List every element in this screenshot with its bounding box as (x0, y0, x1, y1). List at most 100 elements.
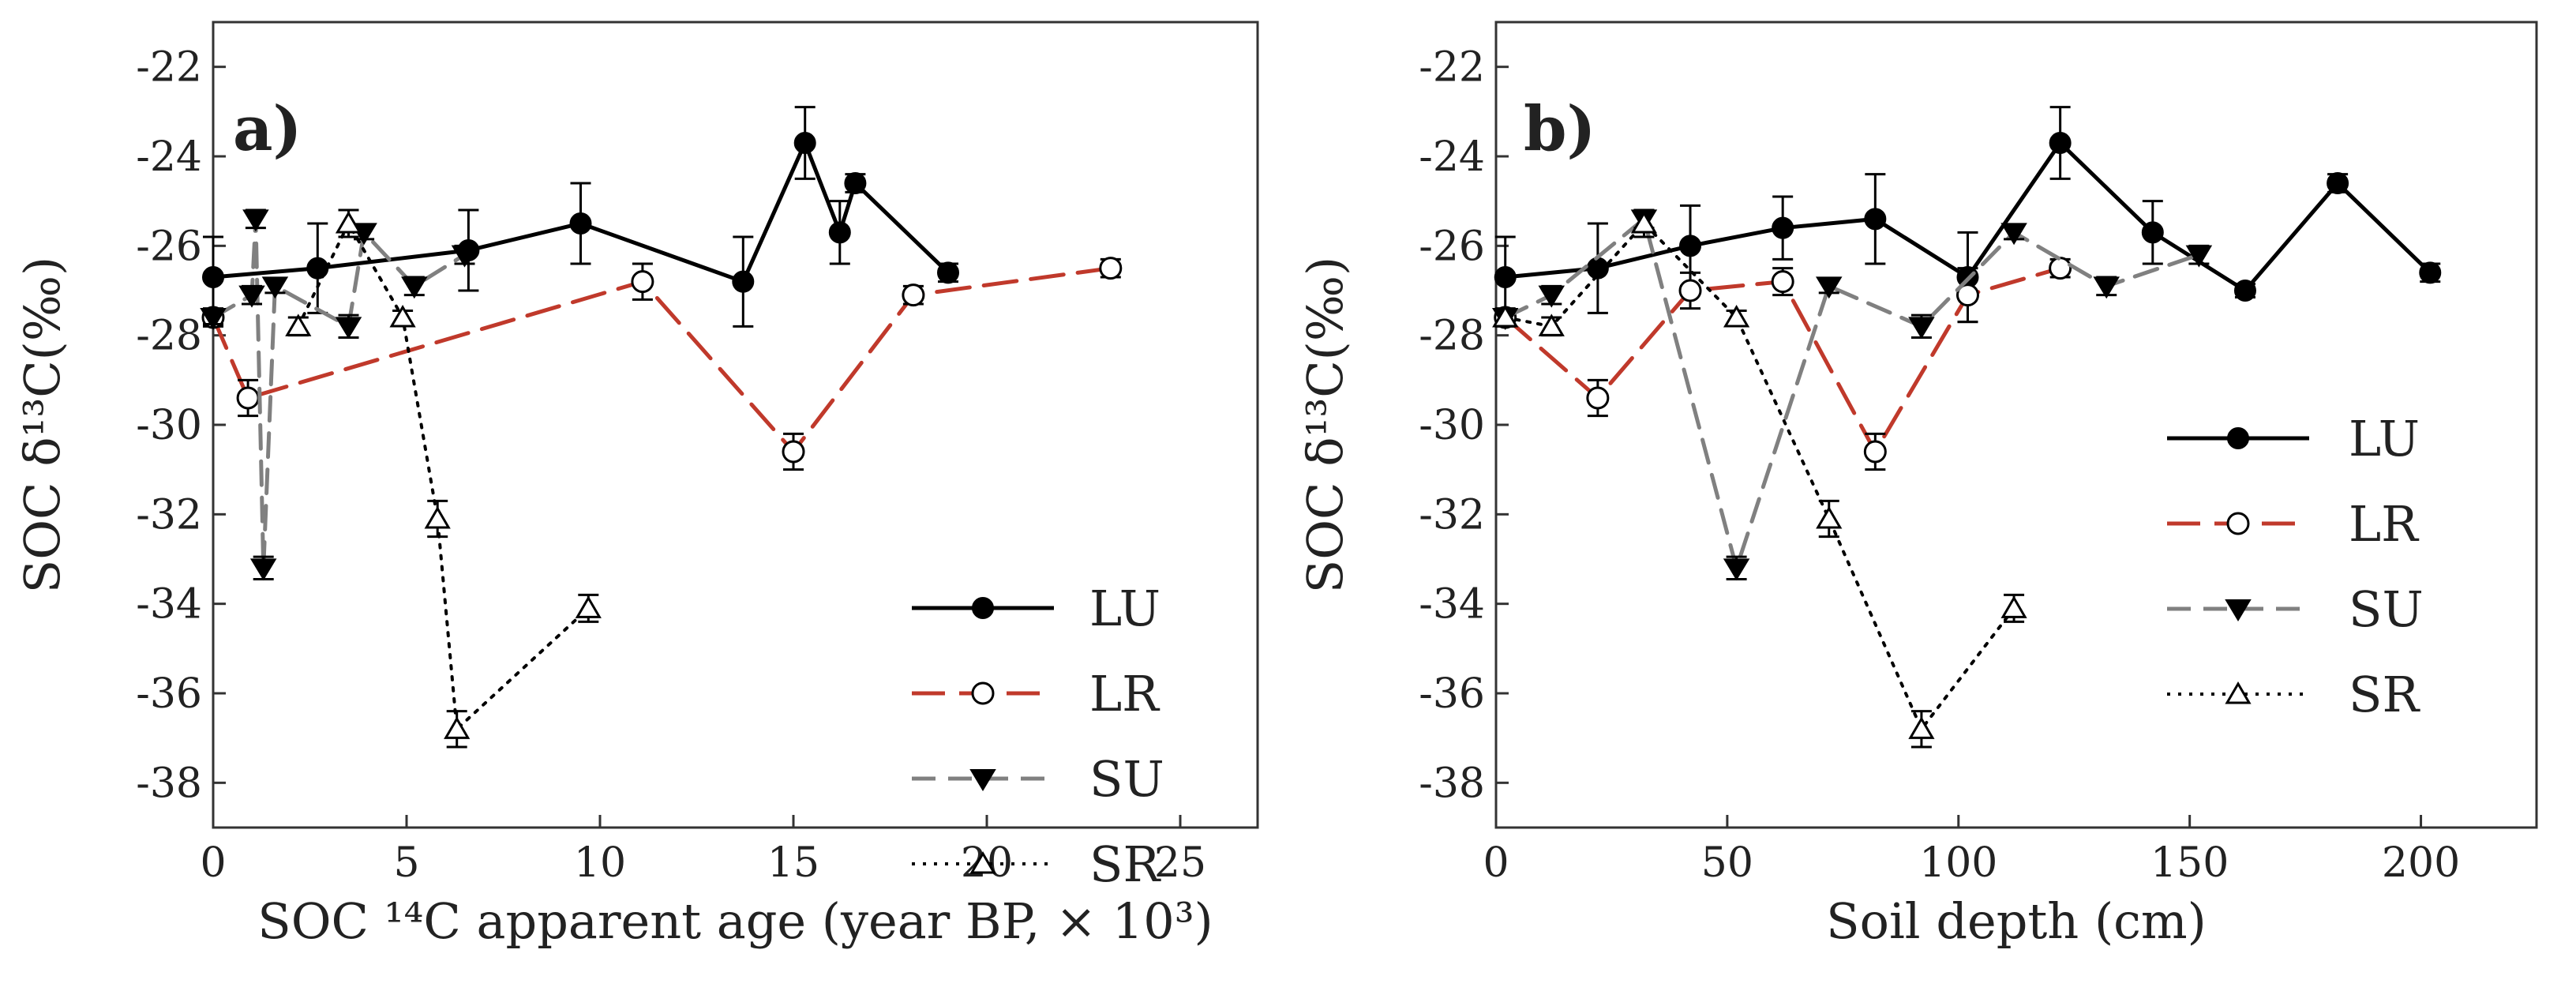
data-point (2419, 261, 2442, 284)
y-tick-label: -38 (136, 760, 202, 807)
y-tick-label: -22 (1419, 44, 1485, 92)
data-point (1538, 313, 1565, 336)
data-point (2000, 595, 2027, 618)
data-point (1723, 558, 1750, 581)
legend-label: LU (2349, 410, 2420, 467)
series-lr (1494, 257, 2072, 471)
x-tick-label: 0 (1483, 839, 1509, 887)
legend-label: SU (2349, 580, 2424, 638)
x-tick-label: 150 (2150, 839, 2229, 887)
legend-marker (2225, 599, 2252, 621)
x-tick-label: 5 (393, 839, 419, 887)
data-point (389, 305, 416, 328)
data-point (782, 440, 805, 464)
data-point (2000, 223, 2027, 246)
panel-letter: a) (233, 93, 302, 165)
data-point (451, 245, 478, 268)
data-point (1586, 386, 1610, 410)
data-point (1494, 266, 1517, 288)
data-point (1538, 285, 1565, 308)
data-point (261, 276, 289, 299)
data-point (424, 506, 451, 529)
data-point (249, 558, 277, 581)
y-tick-label: -26 (1419, 223, 1485, 270)
data-point (242, 209, 269, 232)
data-point (2185, 245, 2213, 268)
x-tick-label: 15 (767, 839, 819, 887)
panel-b: -22 -24 -26 -28 -30 -32 -34 -36 -38 0 50 100 150 200 S… (1296, 21, 2538, 950)
x-axis-label: SOC ¹⁴C apparent age (year BP, × 10³) (257, 892, 1213, 950)
data-point (2093, 276, 2120, 299)
data-point (1908, 716, 1935, 739)
x-tick-label: 25 (1154, 839, 1206, 887)
panel-a: -22-24-26-28-30-32-34-36-380510152025SOC… (13, 21, 1259, 950)
data-point (285, 313, 312, 336)
data-point (828, 221, 851, 244)
x-tick-label: 0 (200, 839, 226, 887)
data-point (1955, 283, 1979, 307)
y-tick-label: -30 (136, 402, 202, 449)
data-point (1492, 305, 1519, 328)
data-point (937, 261, 959, 284)
y-axis-label: SOC δ¹³C(‰) (13, 257, 71, 594)
y-axis-label: SOC δ¹³C(‰) (1296, 257, 1354, 594)
y-tick-label: -36 (1419, 670, 1485, 718)
x-tick-label: 10 (574, 839, 626, 887)
data-point (1099, 257, 1123, 280)
data-point (732, 270, 755, 293)
data-point (1723, 305, 1750, 328)
data-point (2327, 172, 2349, 194)
y-tick-label: -28 (1419, 313, 1485, 360)
data-point (1864, 208, 1887, 231)
data-point (200, 308, 227, 330)
x-axis-label: Soil depth (cm) (1826, 892, 2207, 950)
y-tick-label: -36 (136, 670, 202, 718)
data-point (2049, 132, 2072, 154)
data-point (1771, 270, 1794, 294)
legend-marker (2225, 681, 2252, 704)
y-tick-label: -32 (136, 491, 202, 539)
data-point (202, 266, 224, 288)
y-tick-label: -30 (1419, 402, 1485, 449)
panel-letter: b) (1524, 93, 1595, 165)
data-point (631, 270, 654, 294)
series-sr (285, 208, 602, 749)
data-point (335, 211, 362, 234)
legend-label: SU (1089, 750, 1164, 808)
data-point (1630, 211, 1658, 234)
series-lr (201, 257, 1123, 471)
legend-label: LU (1089, 580, 1161, 637)
data-point (902, 283, 925, 307)
data-point (2141, 221, 2164, 244)
data-point (236, 386, 260, 410)
legend-marker (2227, 427, 2249, 449)
series-line (211, 266, 1113, 455)
data-point (444, 716, 471, 739)
data-point (793, 132, 816, 154)
x-tick-label: 50 (1701, 839, 1753, 887)
data-point (2233, 280, 2256, 302)
legend-marker (972, 597, 994, 619)
series-lu (202, 106, 959, 328)
y-tick-label: -24 (1419, 133, 1485, 181)
x-tick-label: 100 (1919, 839, 1997, 887)
y-tick-label: -24 (136, 133, 202, 181)
legend-label: LR (2349, 495, 2420, 553)
legend-marker (971, 681, 995, 705)
legend-label: LR (1089, 665, 1161, 723)
y-tick-label: -38 (1419, 760, 1485, 807)
data-point (1772, 216, 1794, 239)
y-tick-label: -32 (1419, 491, 1485, 539)
y-tick-label: -28 (136, 313, 202, 360)
data-point (238, 285, 265, 308)
y-tick-label: -34 (136, 581, 202, 629)
legend-marker (969, 851, 996, 874)
data-point (1679, 235, 1702, 257)
data-point (335, 317, 362, 340)
data-point (1815, 276, 1843, 299)
data-point (1863, 440, 1887, 464)
series-line (296, 220, 591, 733)
data-point (2049, 257, 2072, 280)
x-tick-label: 200 (2382, 839, 2460, 887)
